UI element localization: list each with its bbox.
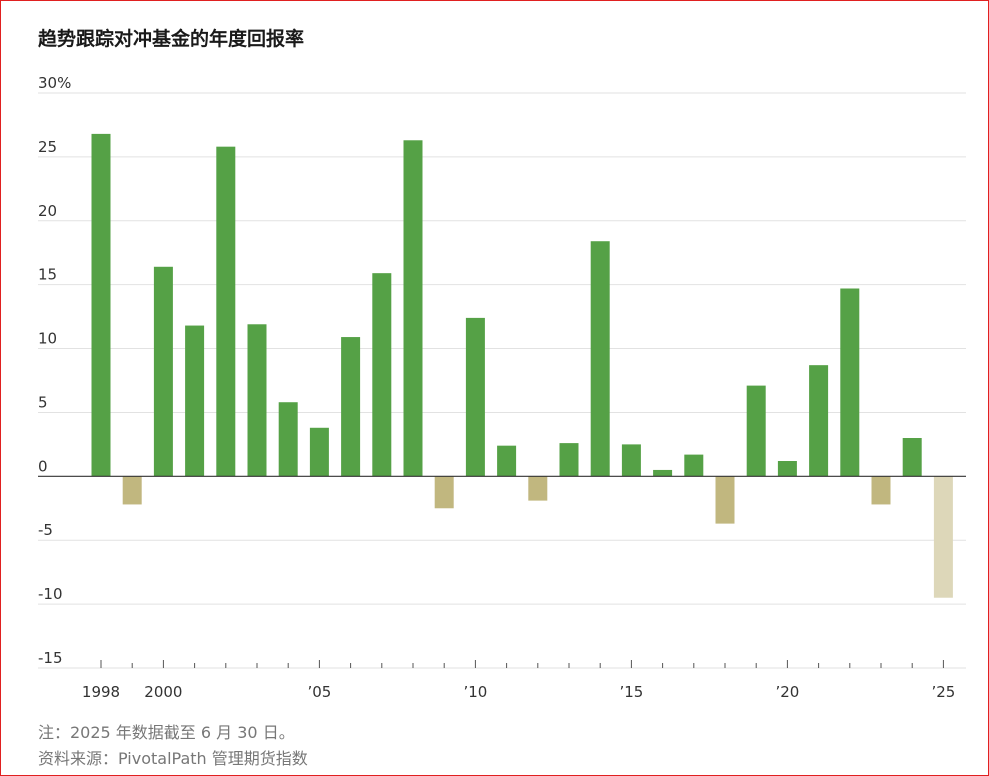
bar-2025 xyxy=(933,476,953,598)
bar-2019 xyxy=(746,385,766,477)
y-tick-label: 25 xyxy=(38,138,57,156)
bar-2011 xyxy=(497,445,517,477)
bar-chart: 30% 25 20 15 10 5 0 -5 -10 -15 1998 2000 ’05 ’10 ’15 ’… xyxy=(38,74,966,701)
bar-2001 xyxy=(185,325,205,477)
y-tick-label: -10 xyxy=(38,585,63,603)
bar-2018 xyxy=(715,476,735,524)
y-tick-label: 10 xyxy=(38,330,57,348)
bar-2020 xyxy=(777,461,797,477)
gridlines xyxy=(38,92,966,669)
y-tick-label: 0 xyxy=(38,457,48,475)
bar-2010 xyxy=(465,317,485,477)
bar-1998 xyxy=(91,133,111,477)
bar-2016 xyxy=(653,469,673,477)
bar-2009 xyxy=(434,476,454,509)
source-note: 资料来源：PivotalPath 管理期货指数 xyxy=(38,749,308,768)
notes: 注：2025 年数据截至 6 月 30 日。 资料来源：PivotalPath … xyxy=(38,720,308,772)
bar-2014 xyxy=(590,241,610,477)
x-tick-label: 2000 xyxy=(144,683,182,701)
bar-2002 xyxy=(216,146,236,477)
bar-1999 xyxy=(122,476,142,505)
bar-2022 xyxy=(840,288,860,477)
y-tick-label: 30% xyxy=(38,74,71,92)
bar-2006 xyxy=(341,337,361,477)
x-tick-label: ’25 xyxy=(931,683,955,701)
x-tick-label: ’15 xyxy=(619,683,643,701)
y-tick-label: -5 xyxy=(38,521,53,539)
x-tick-label: ’05 xyxy=(307,683,331,701)
bar-2021 xyxy=(809,365,829,477)
bar-2023 xyxy=(871,476,891,505)
bar-2004 xyxy=(278,402,298,477)
bar-2017 xyxy=(684,454,704,477)
y-tick-label: -15 xyxy=(38,649,63,667)
bar-2015 xyxy=(621,444,641,477)
footnote: 注：2025 年数据截至 6 月 30 日。 xyxy=(38,723,295,742)
bar-2012 xyxy=(528,476,548,501)
x-tick-label: 1998 xyxy=(82,683,120,701)
y-tick-label: 5 xyxy=(38,393,48,411)
bar-2024 xyxy=(902,438,922,477)
bars xyxy=(91,133,953,598)
y-axis-ticks: 30% 25 20 15 10 5 0 -5 -10 -15 xyxy=(38,74,71,667)
bar-2003 xyxy=(247,324,267,477)
bar-2000 xyxy=(153,266,173,477)
bar-2005 xyxy=(309,427,329,477)
bar-2008 xyxy=(403,140,423,477)
x-axis-ticks: 1998 2000 ’05 ’10 ’15 ’20 ’25 xyxy=(82,660,955,701)
x-tick-label: ’10 xyxy=(463,683,487,701)
x-tick-label: ’20 xyxy=(775,683,799,701)
y-tick-label: 15 xyxy=(38,266,57,284)
bar-2013 xyxy=(559,443,579,477)
chart-title: 趋势跟踪对冲基金的年度回报率 xyxy=(38,28,305,50)
y-tick-label: 20 xyxy=(38,202,57,220)
bar-2007 xyxy=(372,273,392,477)
